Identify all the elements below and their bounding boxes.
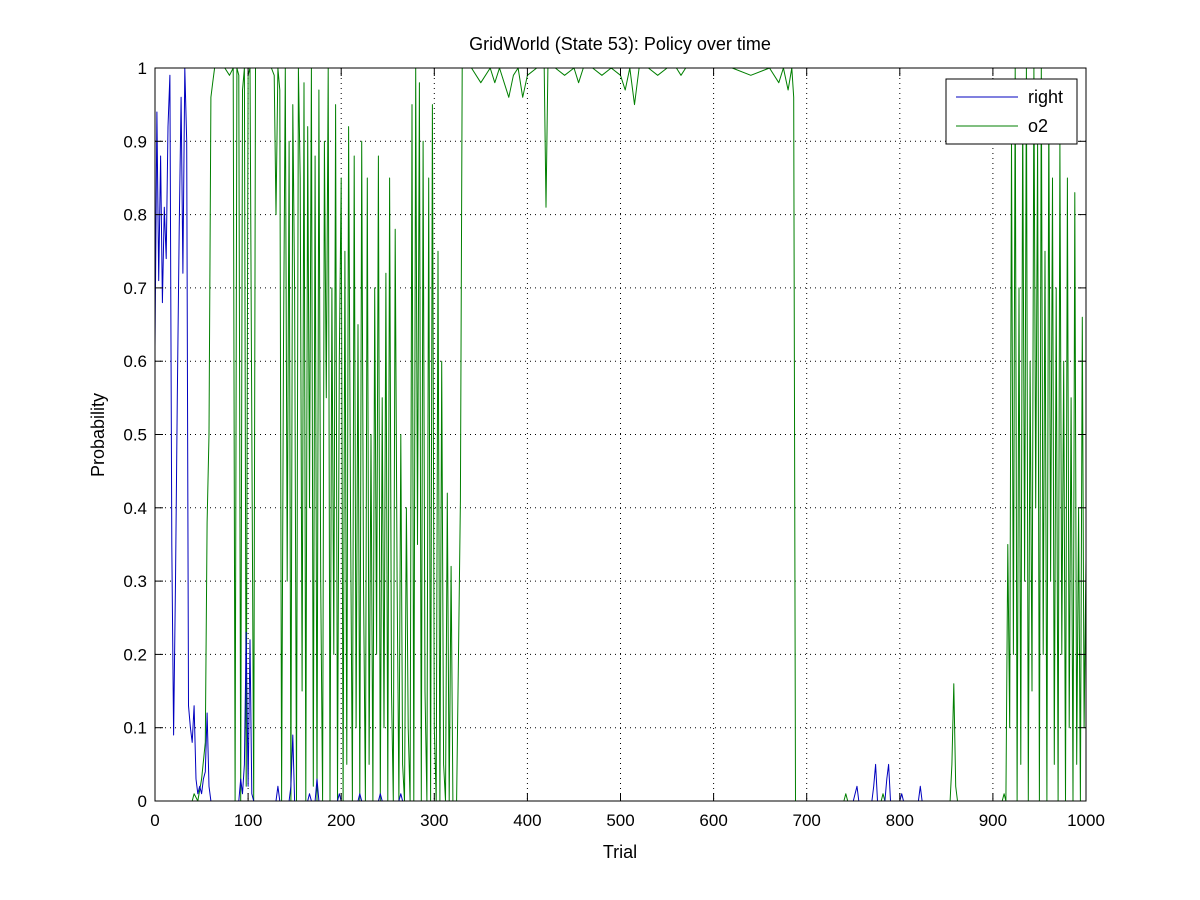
- y-tick-label: 0.9: [123, 132, 147, 151]
- y-axis-label: Probability: [88, 393, 108, 477]
- x-tick-label: 100: [234, 811, 262, 830]
- legend: right o2: [945, 78, 1078, 145]
- x-tick-label: 0: [150, 811, 159, 830]
- x-tick-label: 500: [606, 811, 634, 830]
- x-tick-labels: 0 100 200 300 400 500 600 700 800 900 1000: [150, 811, 1105, 830]
- y-tick-label: 0.2: [123, 645, 147, 664]
- y-tick-label: 1: [138, 59, 147, 78]
- x-tick-label: 400: [513, 811, 541, 830]
- y-tick-label: 0.7: [123, 279, 147, 298]
- x-tick-label: 800: [886, 811, 914, 830]
- x-tick-label: 700: [793, 811, 821, 830]
- y-tick-label: 0.5: [123, 426, 147, 445]
- series-line-o2: [155, 67, 1087, 802]
- y-tick-label: 0.3: [123, 572, 147, 591]
- chart-title: GridWorld (State 53): Policy over time: [469, 34, 771, 54]
- y-tick-label: 0.1: [123, 719, 147, 738]
- x-tick-label: 200: [327, 811, 355, 830]
- y-tick-label: 0.6: [123, 352, 147, 371]
- axis-ticks: [154, 67, 1087, 802]
- y-tick-label: 0.8: [123, 206, 147, 225]
- y-tick-label: 0.4: [123, 499, 147, 518]
- legend-label: o2: [1028, 116, 1048, 136]
- legend-box: [945, 78, 1078, 145]
- y-tick-label: 0: [138, 792, 147, 811]
- x-tick-label: 1000: [1067, 811, 1105, 830]
- legend-label: right: [1028, 87, 1063, 107]
- y-tick-labels: 0 0.1 0.2 0.3 0.4 0.5 0.6 0.7 0.8 0.9 1: [123, 59, 147, 811]
- x-axis-label: Trial: [603, 842, 637, 862]
- x-tick-label: 300: [420, 811, 448, 830]
- x-tick-label: 900: [979, 811, 1007, 830]
- x-tick-label: 600: [699, 811, 727, 830]
- grid-lines: [155, 68, 1086, 801]
